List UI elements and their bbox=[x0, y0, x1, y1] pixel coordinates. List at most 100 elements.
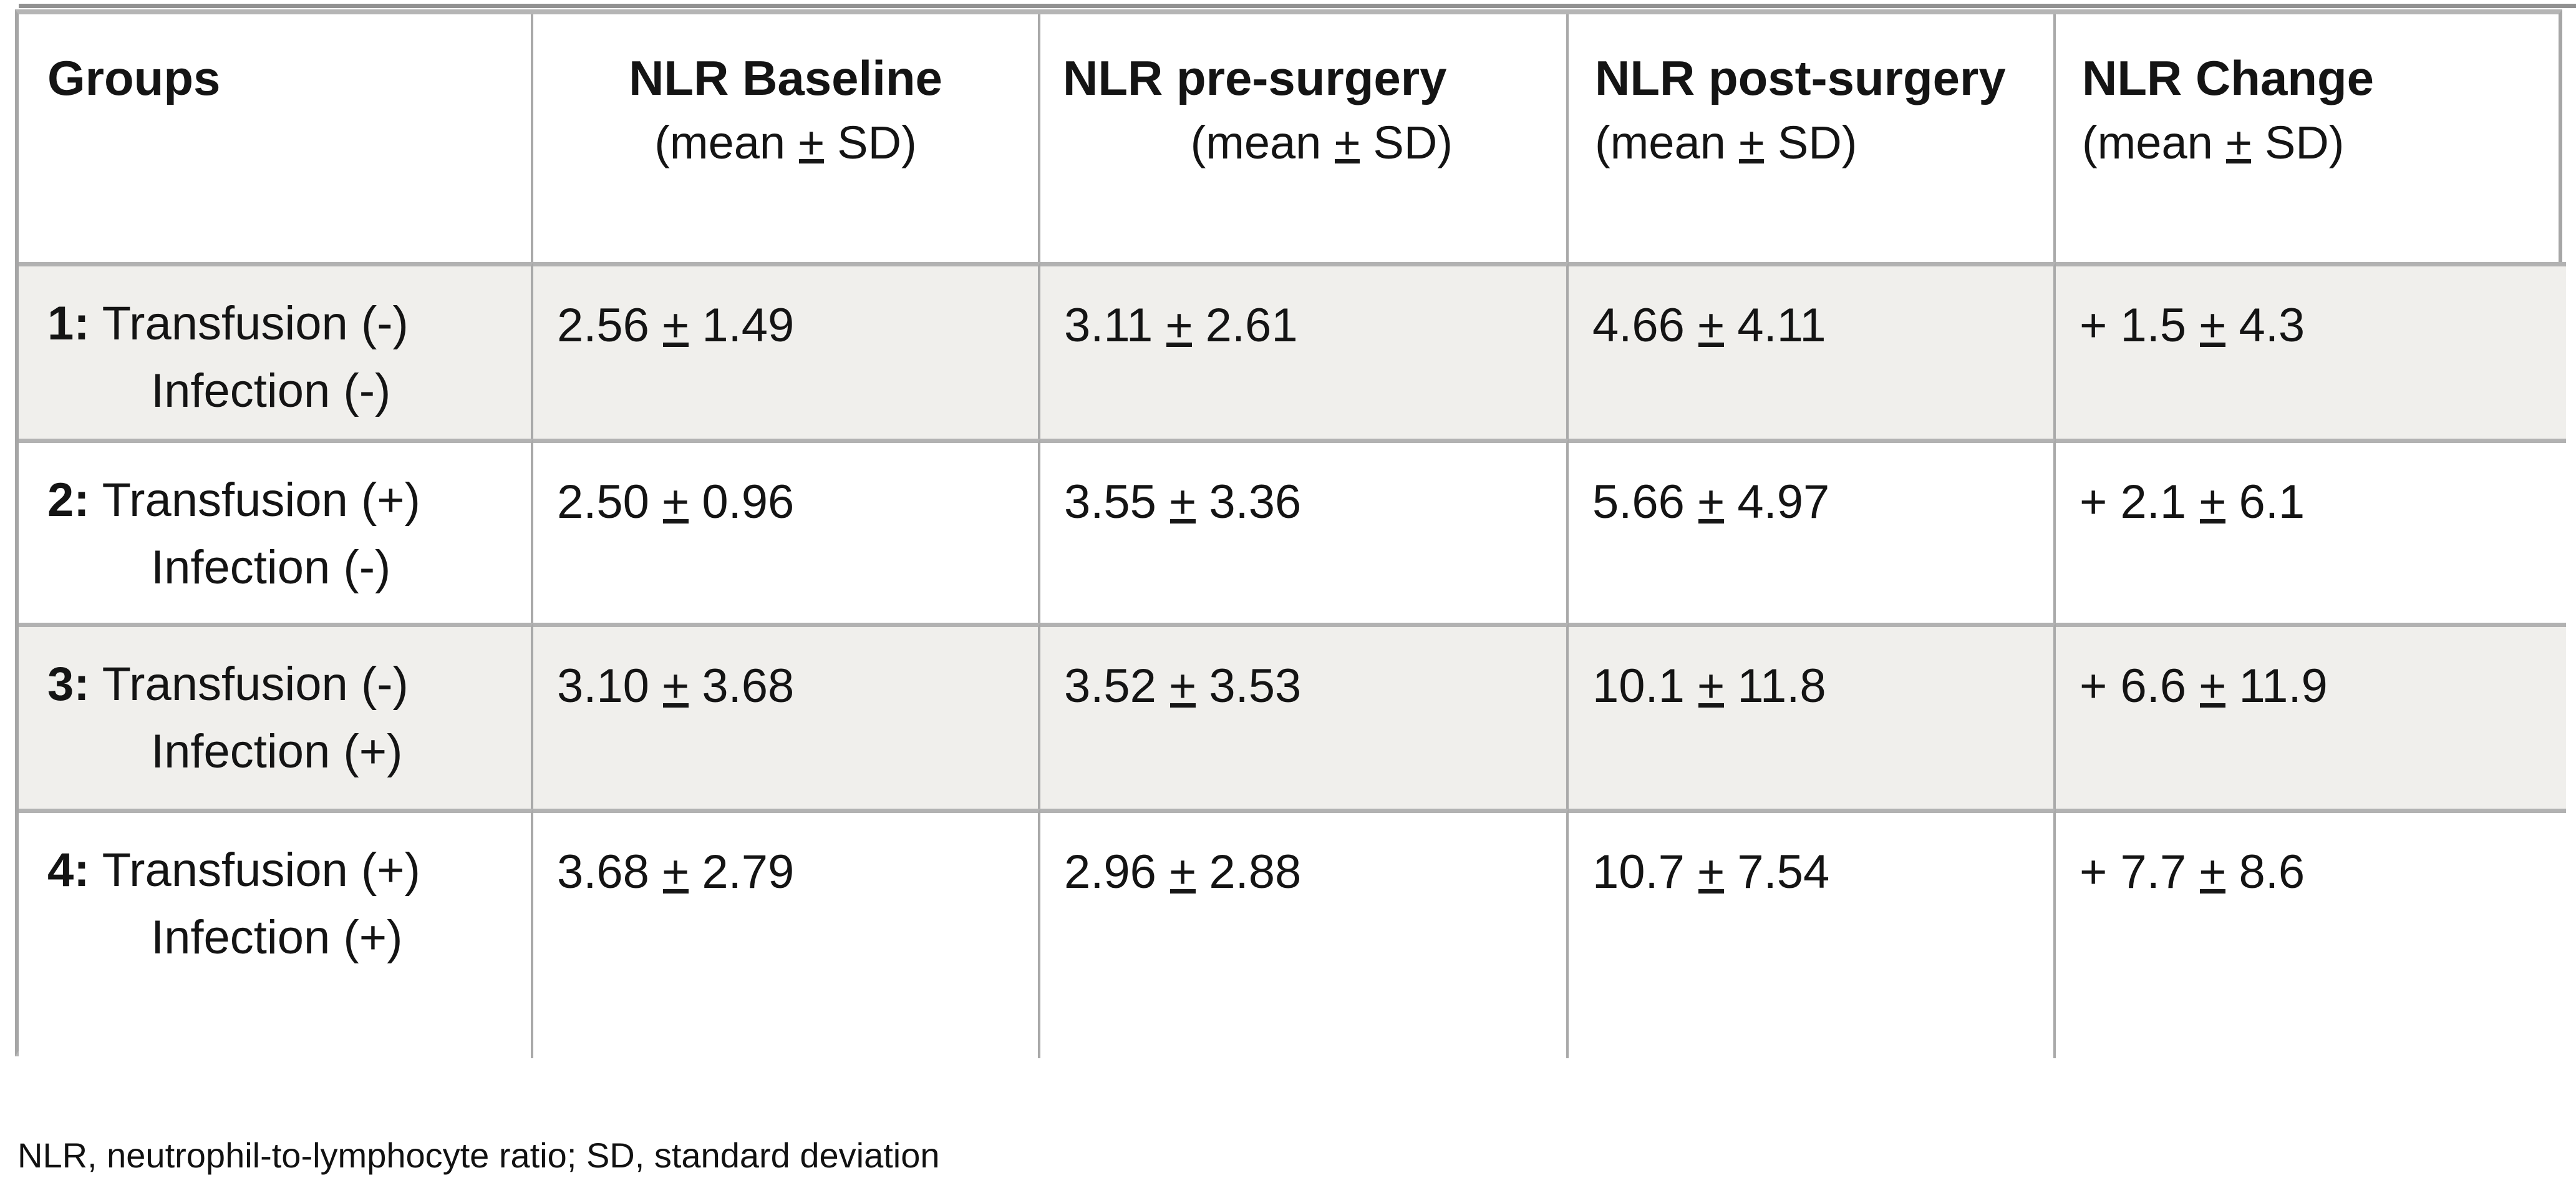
group-cell-1: 1: Transfusion (-) Infection (-) bbox=[19, 262, 533, 439]
plus-minus-symbol: + bbox=[1697, 660, 1725, 713]
cell-baseline-group2: 2.50 +0.96 bbox=[533, 439, 1040, 623]
group-number: 3: bbox=[47, 658, 90, 711]
sd-value: 4.3 bbox=[2239, 299, 2305, 352]
group-condition-line1: 4: Transfusion (+) bbox=[47, 837, 521, 904]
mean-value: 3.11 bbox=[1064, 299, 1153, 352]
subtitle-suffix: SD) bbox=[837, 117, 917, 168]
sd-value: 3.68 bbox=[702, 660, 795, 713]
plus-minus-symbol: + bbox=[661, 845, 690, 898]
column-subtitle: (mean + SD) bbox=[1040, 110, 1566, 175]
top-divider-rule bbox=[19, 4, 2576, 8]
header-cell-nlr-post-surgery: NLR post-surgery (mean + SD) bbox=[1569, 14, 2056, 262]
infection-status: Infection (+) bbox=[151, 911, 403, 964]
plus-minus-symbol: + bbox=[661, 299, 690, 352]
column-title: NLR Baseline bbox=[629, 51, 942, 105]
plus-minus-symbol: + bbox=[1334, 117, 1361, 168]
mean-value: 2.56 bbox=[557, 299, 649, 352]
group-number: 1: bbox=[47, 297, 90, 350]
subtitle-suffix: SD) bbox=[1373, 117, 1453, 168]
plus-minus-symbol: + bbox=[661, 475, 690, 528]
column-subtitle: (mean + SD) bbox=[533, 110, 1038, 175]
infection-status: Infection (-) bbox=[151, 364, 391, 417]
plus-minus-symbol: + bbox=[2199, 299, 2227, 352]
group-number: 2: bbox=[47, 474, 90, 527]
transfusion-status: Transfusion (-) bbox=[102, 658, 409, 711]
sd-value: 6.1 bbox=[2239, 475, 2305, 528]
cell-baseline-group1: 2.56 +1.49 bbox=[533, 262, 1040, 439]
header-cell-nlr-baseline: NLR Baseline (mean + SD) bbox=[533, 14, 1040, 262]
plus-minus-symbol: + bbox=[2199, 475, 2227, 528]
mean-value: 3.68 bbox=[557, 845, 649, 898]
plus-minus-symbol: + bbox=[1697, 475, 1725, 528]
infection-status: Infection (-) bbox=[151, 541, 391, 594]
group-number: 4: bbox=[47, 844, 90, 897]
subtitle-prefix: (mean bbox=[2082, 117, 2213, 168]
sd-value: 2.79 bbox=[702, 845, 795, 898]
sd-value: 3.53 bbox=[1209, 660, 1302, 713]
infection-status: Infection (+) bbox=[151, 725, 403, 778]
mean-value: 3.52 bbox=[1064, 660, 1156, 713]
cell-post-surgery-group3: 10.1 +11.8 bbox=[1569, 623, 2056, 809]
column-title: NLR pre-surgery bbox=[1063, 51, 1447, 105]
plus-minus-symbol: + bbox=[2225, 117, 2252, 168]
cell-change-group1: + 1.5 +4.3 bbox=[2056, 262, 2566, 439]
cell-pre-surgery-group1: 3.11 +2.61 bbox=[1040, 262, 1569, 439]
column-title: NLR post-surgery bbox=[1595, 51, 2006, 105]
plus-minus-symbol: + bbox=[1168, 845, 1197, 898]
plus-minus-symbol: + bbox=[1168, 660, 1197, 713]
cell-pre-surgery-group2: 3.55 +3.36 bbox=[1040, 439, 1569, 623]
transfusion-status: Transfusion (-) bbox=[102, 297, 409, 350]
group-condition-line1: 2: Transfusion (+) bbox=[47, 467, 521, 534]
group-condition-line1: 1: Transfusion (-) bbox=[47, 290, 521, 358]
sd-value: 0.96 bbox=[702, 475, 795, 528]
sd-value: 8.6 bbox=[2239, 845, 2305, 898]
mean-value: 2.96 bbox=[1064, 845, 1156, 898]
mean-value: 3.10 bbox=[557, 660, 649, 713]
group-cell-2: 2: Transfusion (+) Infection (-) bbox=[19, 439, 533, 623]
column-subtitle: (mean + SD) bbox=[1595, 110, 2053, 175]
mean-value: 5.66 bbox=[1592, 475, 1685, 528]
cell-baseline-group3: 3.10 +3.68 bbox=[533, 623, 1040, 809]
plus-minus-symbol: + bbox=[798, 117, 825, 168]
transfusion-status: Transfusion (+) bbox=[102, 844, 420, 897]
sd-value: 11.9 bbox=[2239, 660, 2328, 713]
table-footnote: NLR, neutrophil-to-lymphocyte ratio; SD,… bbox=[17, 1136, 940, 1175]
mean-value: + 6.6 bbox=[2080, 660, 2187, 713]
plus-minus-symbol: + bbox=[2199, 845, 2227, 898]
plus-minus-symbol: + bbox=[2199, 660, 2227, 713]
plus-minus-symbol: + bbox=[1697, 845, 1725, 898]
column-title: Groups bbox=[47, 51, 221, 105]
plus-minus-symbol: + bbox=[661, 660, 690, 713]
group-cell-4: 4: Transfusion (+) Infection (+) bbox=[19, 809, 533, 1058]
header-cell-nlr-pre-surgery: NLR pre-surgery (mean + SD) bbox=[1040, 14, 1569, 262]
mean-value: 10.7 bbox=[1592, 845, 1685, 898]
plus-minus-symbol: + bbox=[1697, 299, 1725, 352]
plus-minus-symbol: + bbox=[1738, 117, 1765, 168]
sd-value: 2.88 bbox=[1209, 845, 1302, 898]
cell-change-group3: + 6.6 +11.9 bbox=[2056, 623, 2566, 809]
sd-value: 4.11 bbox=[1737, 299, 1826, 352]
sd-value: 4.97 bbox=[1737, 475, 1830, 528]
mean-value: 2.50 bbox=[557, 475, 649, 528]
subtitle-suffix: SD) bbox=[2264, 117, 2345, 168]
cell-change-group4: + 7.7 +8.6 bbox=[2056, 809, 2566, 1058]
subtitle-prefix: (mean bbox=[654, 117, 786, 168]
cell-baseline-group4: 3.68 +2.79 bbox=[533, 809, 1040, 1058]
column-title: NLR Change bbox=[2082, 51, 2374, 105]
cell-post-surgery-group2: 5.66 +4.97 bbox=[1569, 439, 2056, 623]
cell-post-surgery-group1: 4.66 +4.11 bbox=[1569, 262, 2056, 439]
mean-value: + 2.1 bbox=[2080, 475, 2187, 528]
mean-value: 10.1 bbox=[1592, 660, 1685, 713]
mean-value: 3.55 bbox=[1064, 475, 1156, 528]
cell-post-surgery-group4: 10.7 +7.54 bbox=[1569, 809, 2056, 1058]
mean-value: + 7.7 bbox=[2080, 845, 2187, 898]
cell-pre-surgery-group4: 2.96 +2.88 bbox=[1040, 809, 1569, 1058]
header-cell-groups: Groups bbox=[19, 14, 533, 262]
sd-value: 11.8 bbox=[1737, 660, 1826, 713]
mean-value: + 1.5 bbox=[2080, 299, 2187, 352]
cell-pre-surgery-group3: 3.52 +3.53 bbox=[1040, 623, 1569, 809]
sd-value: 7.54 bbox=[1737, 845, 1830, 898]
plus-minus-symbol: + bbox=[1168, 475, 1197, 528]
sd-value: 1.49 bbox=[702, 299, 795, 352]
